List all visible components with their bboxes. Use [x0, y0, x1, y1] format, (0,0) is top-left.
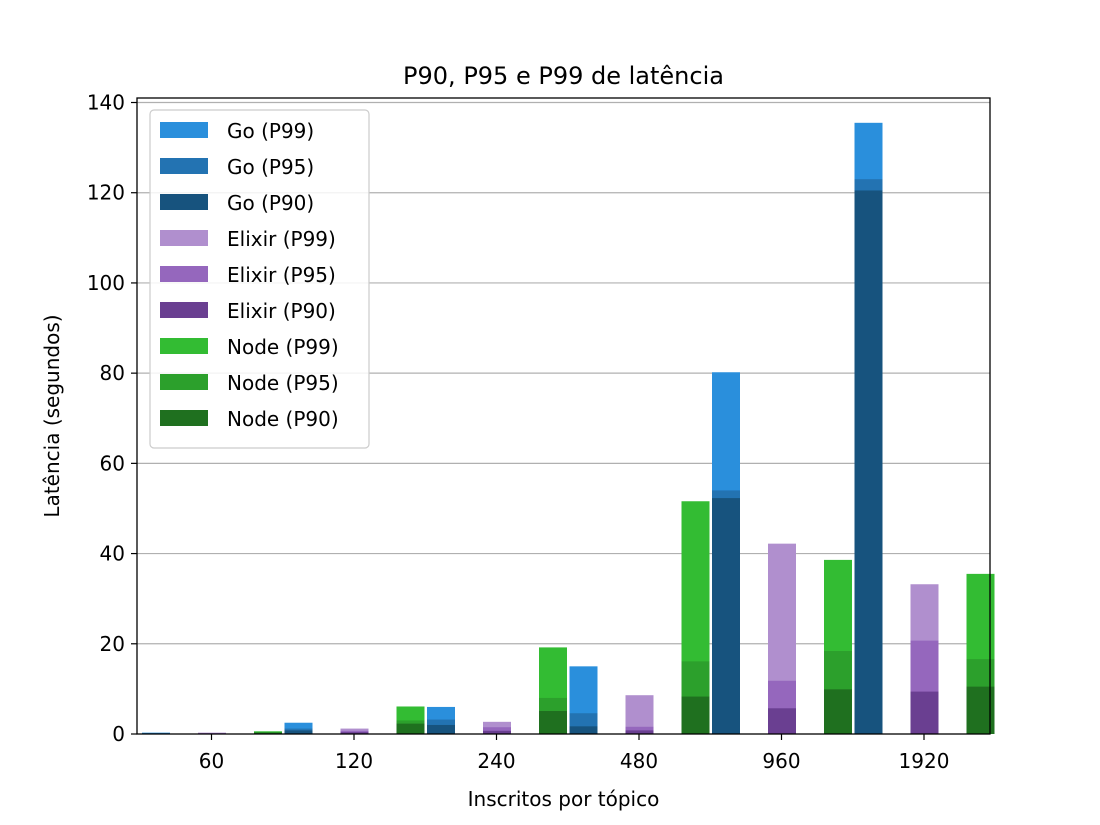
x-tick-label: 120 [335, 749, 373, 773]
legend-label: Elixir (P99) [227, 227, 336, 251]
legend-swatch [160, 230, 208, 246]
bar [625, 730, 654, 734]
bar [284, 730, 313, 734]
legend-swatch [160, 194, 208, 210]
y-tick-label: 0 [112, 722, 125, 746]
legend-label: Node (P95) [227, 371, 339, 395]
legend-label: Go (P99) [227, 119, 314, 143]
bar [284, 722, 313, 734]
bar [712, 498, 740, 734]
bar [483, 727, 511, 734]
legend-swatch [160, 374, 208, 390]
y-tick-label: 20 [100, 632, 125, 656]
bar [427, 724, 455, 734]
x-axis-label: Inscritos por tópico [468, 787, 660, 811]
x-tick-label: 240 [477, 749, 515, 773]
bar [483, 730, 511, 734]
bar [254, 732, 282, 734]
legend-swatch [160, 158, 208, 174]
legend-swatch [160, 410, 208, 426]
x-tick-label: 1920 [899, 749, 950, 773]
y-tick-label: 60 [100, 451, 125, 475]
bar [539, 710, 567, 734]
legend-swatch [160, 122, 208, 138]
bar [910, 691, 939, 734]
bar [340, 732, 369, 734]
bar [768, 708, 796, 734]
y-tick-label: 40 [100, 542, 125, 566]
x-tick-label: 60 [199, 749, 224, 773]
legend-swatch [160, 302, 208, 318]
y-tick-label: 140 [87, 91, 125, 115]
y-axis-label: Latência (segundos) [40, 314, 64, 517]
bar [681, 696, 710, 734]
bar [569, 726, 598, 734]
y-tick-label: 120 [87, 181, 125, 205]
legend-label: Node (P99) [227, 335, 339, 359]
bar [854, 190, 883, 734]
legend-label: Go (P95) [227, 155, 314, 179]
bar [824, 689, 852, 734]
legend-label: Elixir (P90) [227, 299, 336, 323]
y-tick-label: 80 [100, 361, 125, 385]
legend-label: Elixir (P95) [227, 263, 336, 287]
x-tick-label: 480 [620, 749, 658, 773]
plot-frame [136, 97, 991, 735]
chart-title: P90, P95 e P99 de latência [403, 62, 724, 90]
x-tick-label: 960 [762, 749, 800, 773]
legend-swatch [160, 338, 208, 354]
y-tick-label: 100 [87, 271, 125, 295]
legend-label: Node (P90) [227, 407, 339, 431]
bar [396, 723, 425, 734]
legend-label: Go (P90) [227, 191, 314, 215]
legend-swatch [160, 266, 208, 282]
